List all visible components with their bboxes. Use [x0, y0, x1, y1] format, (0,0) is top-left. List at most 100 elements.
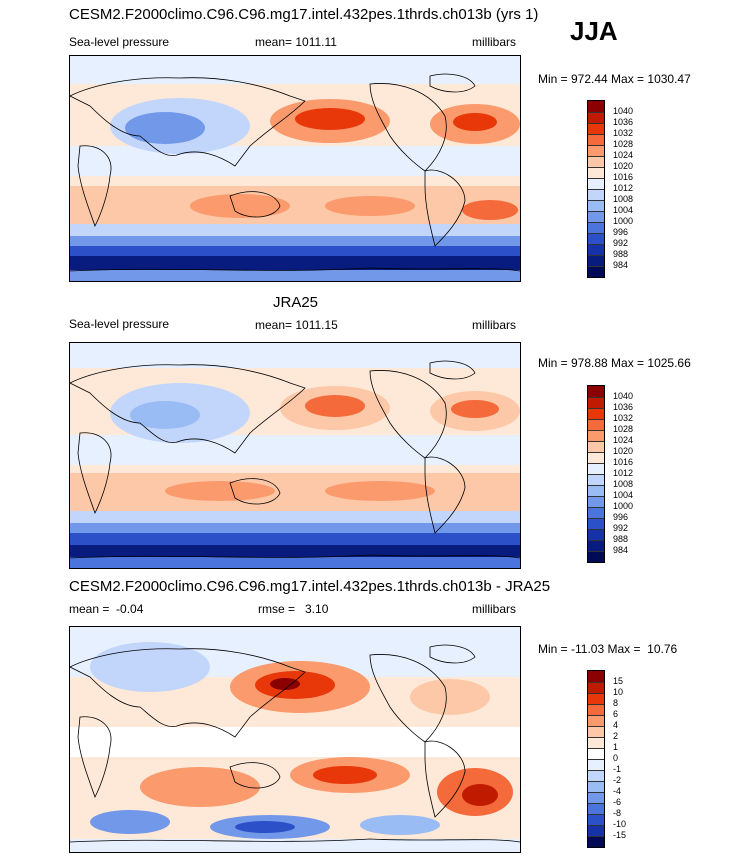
colorbar-tick-label: 1016 [613, 172, 634, 182]
panel2-title: JRA25 [273, 294, 319, 311]
colorbar-swatch [588, 463, 604, 474]
colorbar-swatch [588, 244, 604, 255]
colorbar-swatch [588, 408, 604, 419]
panel2-units-label: millibars [472, 318, 517, 332]
colorbar-tick-label: 1040 [613, 391, 634, 401]
panel1-map [69, 55, 521, 282]
colorbar-tick-label: 1024 [613, 435, 634, 445]
colorbar-tick-label: -10 [613, 819, 627, 829]
colorbar-tick-label: 988 [613, 534, 629, 544]
colorbar-tick-label: 996 [613, 227, 629, 237]
panel3-map [69, 626, 521, 853]
colorbar-swatch [588, 704, 604, 715]
colorbar-tick-label: 1036 [613, 117, 634, 127]
colorbar-swatch [588, 814, 604, 825]
colorbar-swatch [588, 134, 604, 145]
colorbar-tick-label: -4 [613, 786, 622, 796]
colorbar-swatch [588, 529, 604, 540]
colorbar-swatch [588, 430, 604, 441]
colorbar-swatch [588, 792, 604, 803]
colorbar-swatch [588, 156, 604, 167]
colorbar-tick-label: 1012 [613, 468, 634, 478]
panel3-units-label: millibars [472, 602, 517, 616]
colorbar-swatch [588, 803, 604, 814]
colorbar-tick-label: 1028 [613, 424, 634, 434]
colorbar-tick-label: -8 [613, 808, 622, 818]
panel1-mean-label: mean= 1011.11 [255, 35, 337, 49]
colorbar-tick-label: 1032 [613, 413, 634, 423]
colorbar-swatch [588, 748, 604, 759]
colorbar-swatch [588, 441, 604, 452]
panel2-map [69, 342, 521, 569]
panel3-mean-label: mean = -0.04 [69, 602, 144, 616]
panel3-colorbar-swatches [587, 670, 605, 848]
colorbar-swatch [588, 726, 604, 737]
colorbar-swatch [588, 518, 604, 529]
colorbar-swatch [588, 189, 604, 200]
colorbar-swatch [588, 770, 604, 781]
colorbar-swatch [588, 781, 604, 792]
colorbar-swatch [588, 112, 604, 123]
colorbar-tick-label: 1024 [613, 150, 634, 160]
colorbar-swatch [588, 123, 604, 134]
colorbar-swatch [588, 825, 604, 836]
panel2-mean-label: mean= 1011.15 [255, 318, 338, 332]
colorbar-swatch [588, 682, 604, 693]
colorbar-tick-label: 1028 [613, 139, 634, 149]
colorbar-tick-label: 2 [613, 731, 619, 741]
panel2-colorbar-swatches [587, 385, 605, 563]
colorbar-tick-label: 1008 [613, 479, 634, 489]
colorbar-swatch [588, 222, 604, 233]
colorbar-swatch [588, 715, 604, 726]
colorbar-swatch [588, 200, 604, 211]
colorbar-tick-label: -6 [613, 797, 622, 807]
colorbar-swatch [588, 178, 604, 189]
colorbar-swatch [588, 397, 604, 408]
colorbar-swatch [588, 266, 604, 277]
panel1-minmax: Min = 972.44 Max = 1030.47 [538, 72, 691, 86]
colorbar-swatch [588, 507, 604, 518]
colorbar-tick-label: 984 [613, 545, 629, 555]
colorbar-tick-label: 4 [613, 720, 619, 730]
colorbar-tick-label: 984 [613, 260, 629, 270]
colorbar-tick-label: 15 [613, 676, 624, 686]
colorbar-swatch [588, 759, 604, 770]
colorbar-swatch [588, 737, 604, 748]
colorbar-tick-label: 1032 [613, 128, 634, 138]
season-label: JJA [570, 16, 618, 46]
colorbar-swatch [588, 485, 604, 496]
colorbar-swatch [588, 255, 604, 266]
colorbar-tick-label: 988 [613, 249, 629, 259]
colorbar-swatch [588, 233, 604, 244]
panel1-variable-label: Sea-level pressure [69, 35, 170, 49]
colorbar-tick-label: 996 [613, 512, 629, 522]
colorbar-tick-label: 992 [613, 523, 629, 533]
colorbar-swatch [588, 551, 604, 562]
colorbar-tick-label: 1 [613, 742, 619, 752]
colorbar-tick-label: -2 [613, 775, 622, 785]
colorbar-tick-label: 1020 [613, 161, 634, 171]
colorbar-tick-label: 10 [613, 687, 624, 697]
panel1-colorbar-swatches [587, 100, 605, 278]
colorbar-tick-label: -15 [613, 830, 627, 840]
colorbar-swatch [588, 386, 604, 397]
colorbar-tick-label: 1036 [613, 402, 634, 412]
colorbar-tick-label: 0 [613, 753, 619, 763]
colorbar-swatch [588, 693, 604, 704]
colorbar-tick-label: 1004 [613, 490, 634, 500]
colorbar-swatch [588, 419, 604, 430]
colorbar-tick-label: 1008 [613, 194, 634, 204]
colorbar-swatch [588, 452, 604, 463]
colorbar-swatch [588, 496, 604, 507]
panel2-variable-label: Sea-level pressure [69, 317, 170, 331]
colorbar-tick-label: 1000 [613, 216, 634, 226]
panel3-minmax: Min = -11.03 Max = 10.76 [538, 642, 678, 656]
colorbar-tick-label: 6 [613, 709, 619, 719]
colorbar-swatch [588, 145, 604, 156]
panel2-minmax: Min = 978.88 Max = 1025.66 [538, 356, 691, 370]
colorbar-tick-label: 1020 [613, 446, 634, 456]
colorbar-swatch [588, 211, 604, 222]
colorbar-swatch [588, 101, 604, 112]
panel1-colorbar: 1040 1036 1032 1028 1024 1020 1016 1012 1008 1004… [587, 100, 633, 278]
colorbar-swatch [588, 836, 604, 847]
